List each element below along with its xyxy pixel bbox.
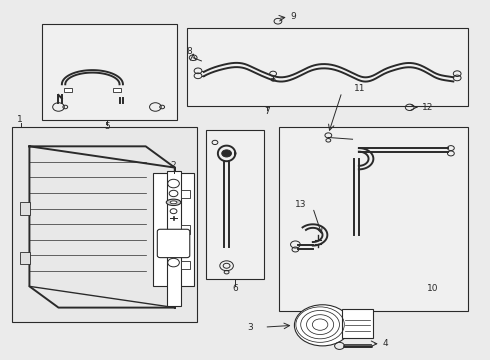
FancyBboxPatch shape	[157, 229, 190, 258]
Bar	[181, 190, 190, 198]
Text: 10: 10	[427, 284, 438, 293]
Text: 9: 9	[290, 13, 296, 22]
Ellipse shape	[170, 201, 177, 204]
Text: 8: 8	[186, 47, 192, 56]
Bar	[206, 130, 265, 279]
Text: 12: 12	[422, 103, 433, 112]
Bar	[20, 202, 30, 215]
Bar	[342, 309, 373, 338]
Bar	[64, 88, 72, 92]
Bar	[181, 261, 190, 269]
Bar	[113, 88, 121, 92]
Bar	[20, 252, 30, 264]
Bar	[12, 127, 196, 322]
Text: 5: 5	[104, 122, 110, 131]
Bar	[153, 173, 194, 286]
Circle shape	[294, 305, 351, 346]
Text: 11: 11	[354, 84, 366, 93]
Bar	[181, 225, 190, 234]
Bar	[279, 127, 468, 311]
Text: 7: 7	[264, 107, 270, 116]
Bar	[42, 24, 177, 120]
Text: 6: 6	[232, 284, 238, 293]
Ellipse shape	[166, 199, 181, 206]
Text: 2: 2	[171, 161, 176, 170]
Text: 13: 13	[295, 199, 307, 208]
Text: 3: 3	[247, 323, 253, 332]
Bar	[187, 28, 468, 105]
Bar	[168, 171, 181, 306]
Text: 4: 4	[382, 339, 388, 348]
Text: 1: 1	[17, 114, 23, 123]
Circle shape	[222, 150, 231, 157]
